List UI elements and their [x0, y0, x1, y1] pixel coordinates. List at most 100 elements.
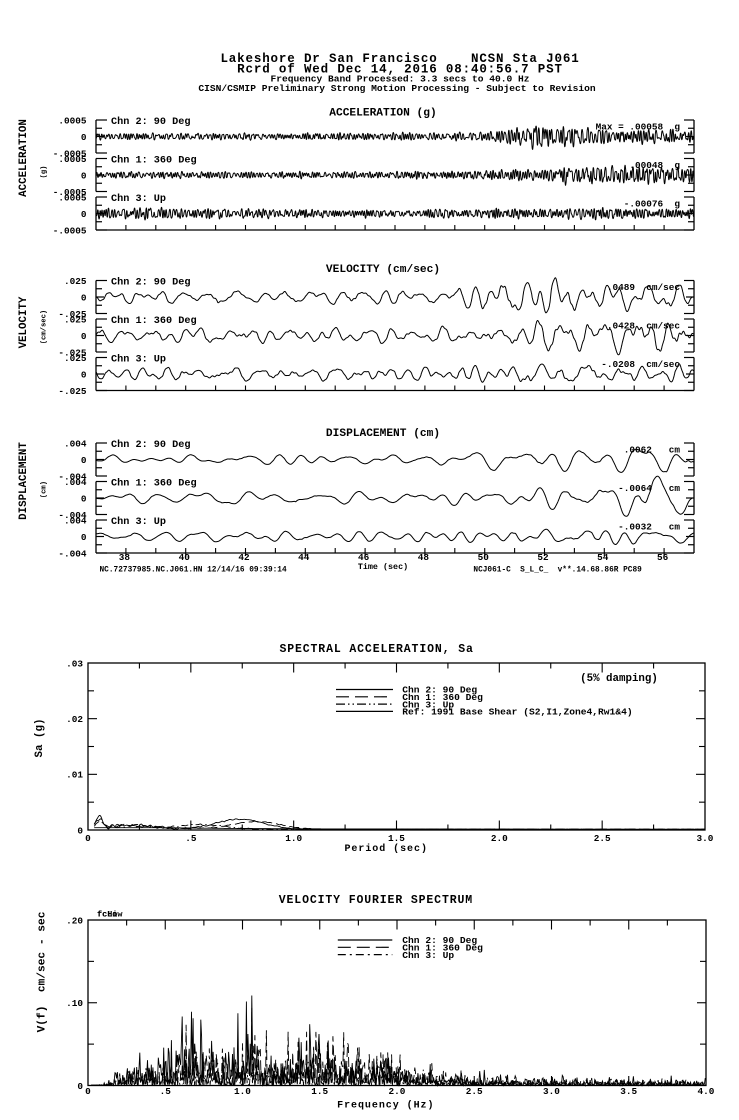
svg-text:3.0: 3.0 [543, 1086, 560, 1097]
svg-text:Chn 3: Up: Chn 3: Up [111, 353, 166, 365]
svg-text:50: 50 [478, 552, 490, 563]
svg-text:Chn 3: Up: Chn 3: Up [111, 193, 166, 205]
svg-text:fcHi: fcHi [97, 909, 117, 919]
svg-text:54: 54 [597, 552, 609, 563]
svg-text:1.0: 1.0 [285, 833, 302, 844]
svg-text:DISPLACEMENT: DISPLACEMENT [18, 442, 30, 520]
svg-text:ACCELERATION (g): ACCELERATION (g) [329, 108, 436, 120]
svg-text:(cm): (cm) [41, 481, 49, 498]
svg-text:0: 0 [81, 170, 87, 181]
svg-text:0: 0 [81, 292, 87, 303]
svg-text:Chn 1: 360 Deg: Chn 1: 360 Deg [111, 154, 197, 166]
svg-text:1.5: 1.5 [311, 1086, 328, 1097]
svg-text:.025: .025 [64, 276, 87, 287]
svg-text:Frequency Band Processed: 3.3: Frequency Band Processed: 3.3 secs to 40… [270, 73, 529, 84]
svg-text:0: 0 [81, 455, 87, 466]
svg-text:-.0064 cm: -.0064 cm [618, 483, 680, 494]
svg-text:Max = .00058 g: Max = .00058 g [596, 121, 681, 132]
svg-text:0: 0 [81, 532, 87, 543]
svg-text:2.0: 2.0 [491, 833, 508, 844]
svg-text:Sa (g): Sa (g) [34, 719, 46, 758]
svg-text:Chn 2: 90 Deg: Chn 2: 90 Deg [402, 935, 477, 946]
svg-text:.10: .10 [66, 998, 83, 1009]
svg-text:NCJ061-C S_L_C_ v**.14.68.86: NCJ061-C S_L_C_ v**.14.68.86R PC89 [473, 567, 642, 575]
svg-text:(cm/sec): (cm/sec) [41, 310, 49, 345]
svg-text:Chn 3: Up: Chn 3: Up [402, 950, 454, 961]
svg-text:48: 48 [418, 552, 430, 563]
svg-text:.20: .20 [66, 915, 83, 926]
svg-text:Chn 1: 360 Deg: Chn 1: 360 Deg [402, 943, 483, 954]
svg-text:0: 0 [77, 825, 83, 836]
svg-text:-.0032 cm: -.0032 cm [618, 521, 680, 532]
svg-text:VELOCITY: VELOCITY [18, 296, 30, 348]
svg-text:3.5: 3.5 [620, 1086, 637, 1097]
svg-text:.025: .025 [64, 353, 87, 364]
svg-text:38: 38 [119, 552, 131, 563]
svg-text:52: 52 [537, 552, 549, 563]
svg-text:-.004: -.004 [58, 510, 87, 521]
svg-text:Chn 3: Up: Chn 3: Up [402, 699, 454, 710]
svg-text:.004: .004 [64, 515, 87, 526]
svg-text:Rcrd of Wed Dec 14, 2016 08:40: Rcrd of Wed Dec 14, 2016 08:40:56.7 PST [237, 62, 563, 76]
svg-text:0: 0 [81, 369, 87, 380]
svg-text:fcLow: fcLow [97, 909, 123, 919]
svg-text:.0062 cm: .0062 cm [624, 444, 681, 455]
svg-text:-.004: -.004 [58, 548, 87, 559]
svg-text:SPECTRAL ACCELERATION, Sa: SPECTRAL ACCELERATION, Sa [279, 643, 473, 656]
svg-text:.0489 cm/sec: .0489 cm/sec [607, 282, 681, 293]
svg-text:.00048 g: .00048 g [629, 160, 680, 171]
svg-text:.0428 cm/sec: .0428 cm/sec [607, 320, 681, 331]
svg-text:0: 0 [77, 1081, 83, 1092]
svg-text:Chn 2: 90 Deg: Chn 2: 90 Deg [111, 439, 190, 451]
svg-text:2.5: 2.5 [594, 833, 611, 844]
svg-text:.5: .5 [185, 833, 197, 844]
svg-text:Chn 2: 90 Deg: Chn 2: 90 Deg [402, 685, 477, 696]
svg-text:V(f) cm/sec - sec: V(f) cm/sec - sec [36, 911, 48, 1032]
svg-text:Chn 2: 90 Deg: Chn 2: 90 Deg [111, 116, 190, 128]
svg-text:0: 0 [81, 209, 87, 220]
svg-text:-.0208 cm/sec: -.0208 cm/sec [601, 359, 680, 370]
svg-text:.004: .004 [64, 477, 87, 488]
svg-text:-.025: -.025 [58, 386, 87, 397]
svg-text:4.0: 4.0 [698, 1086, 715, 1097]
svg-text:1.5: 1.5 [388, 833, 405, 844]
svg-text:40: 40 [179, 552, 191, 563]
svg-text:(g): (g) [41, 166, 49, 179]
svg-text:.025: .025 [64, 314, 87, 325]
svg-text:.01: .01 [66, 770, 83, 781]
svg-text:CISN/CSMIP Preliminary Strong: CISN/CSMIP Preliminary Strong Motion Pro… [198, 83, 595, 94]
svg-text:Chn 3: Up: Chn 3: Up [111, 516, 166, 528]
svg-text:VELOCITY (cm/sec): VELOCITY (cm/sec) [326, 264, 440, 276]
svg-text:56: 56 [657, 552, 669, 563]
svg-text:VELOCITY FOURIER SPECTRUM: VELOCITY FOURIER SPECTRUM [279, 894, 473, 907]
svg-text:2.5: 2.5 [466, 1086, 483, 1097]
svg-text:44: 44 [298, 552, 310, 563]
svg-text:46: 46 [358, 552, 370, 563]
svg-text:-.004: -.004 [58, 471, 87, 482]
svg-text:.004: .004 [64, 438, 87, 449]
svg-text:Frequency (Hz): Frequency (Hz) [337, 1099, 434, 1111]
svg-text:Chn 1: 360 Deg: Chn 1: 360 Deg [402, 692, 483, 703]
svg-text:Chn 1: 360 Deg: Chn 1: 360 Deg [111, 315, 197, 327]
svg-text:Chn 1: 360 Deg: Chn 1: 360 Deg [111, 477, 197, 489]
svg-text:2.0: 2.0 [389, 1086, 406, 1097]
svg-text:0: 0 [81, 132, 87, 143]
svg-text:.5: .5 [160, 1086, 172, 1097]
svg-text:-.025: -.025 [58, 309, 87, 320]
svg-text:.0005: .0005 [58, 115, 87, 126]
svg-text:-.0005: -.0005 [53, 225, 87, 236]
svg-text:1.0: 1.0 [234, 1086, 251, 1097]
svg-text:3.0: 3.0 [697, 833, 714, 844]
svg-text:0: 0 [81, 493, 87, 504]
svg-text:Period (sec): Period (sec) [344, 843, 427, 855]
svg-text:-.00076 g: -.00076 g [624, 198, 681, 209]
svg-text:-.0005: -.0005 [53, 148, 87, 159]
svg-text:(5% damping): (5% damping) [580, 673, 658, 685]
svg-text:0: 0 [81, 331, 87, 342]
svg-text:.02: .02 [66, 714, 83, 725]
svg-text:NC.72737985.NC.J061.HN 12/14/1: NC.72737985.NC.J061.HN 12/14/16 09:39:14 [100, 567, 287, 575]
svg-text:0: 0 [85, 1086, 91, 1097]
svg-text:0: 0 [85, 833, 91, 844]
svg-text:42: 42 [238, 552, 250, 563]
svg-text:Ref: 1991 Base Shear (S2,I1,Zo: Ref: 1991 Base Shear (S2,I1,Zone4,Rw1&4) [402, 707, 632, 718]
